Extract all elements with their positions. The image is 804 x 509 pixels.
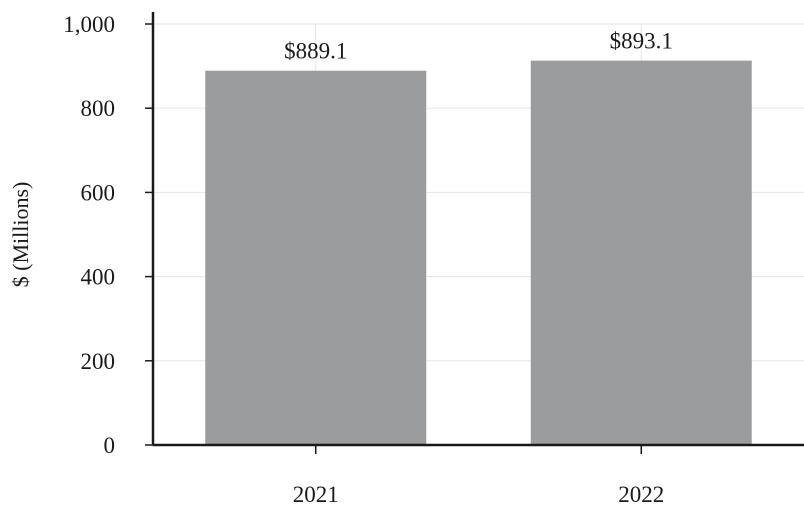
x-tick-label-2021: 2021 <box>293 482 339 507</box>
data-label-2021: $889.1 <box>284 39 347 64</box>
bar-2021 <box>205 70 427 445</box>
y-axis-title: $ (Millions) <box>8 182 33 288</box>
x-axis-ticks: 2021 2022 <box>293 445 664 507</box>
y-tick-label-800: 800 <box>81 96 116 121</box>
y-tick-label-400: 400 <box>81 265 116 290</box>
y-axis-ticks: 0 200 400 600 800 1,000 <box>63 12 153 458</box>
y-tick-label-1000: 1,000 <box>63 12 115 37</box>
y-tick-label-0: 0 <box>104 433 116 458</box>
data-label-2022: $893.1 <box>610 29 673 54</box>
data-labels: $889.1 $893.1 <box>284 29 673 64</box>
bar-2022 <box>530 60 752 445</box>
bars <box>205 60 752 445</box>
x-tick-label-2022: 2022 <box>618 482 664 507</box>
y-tick-label-200: 200 <box>81 349 116 374</box>
axes <box>151 12 804 447</box>
y-tick-label-600: 600 <box>81 180 116 205</box>
